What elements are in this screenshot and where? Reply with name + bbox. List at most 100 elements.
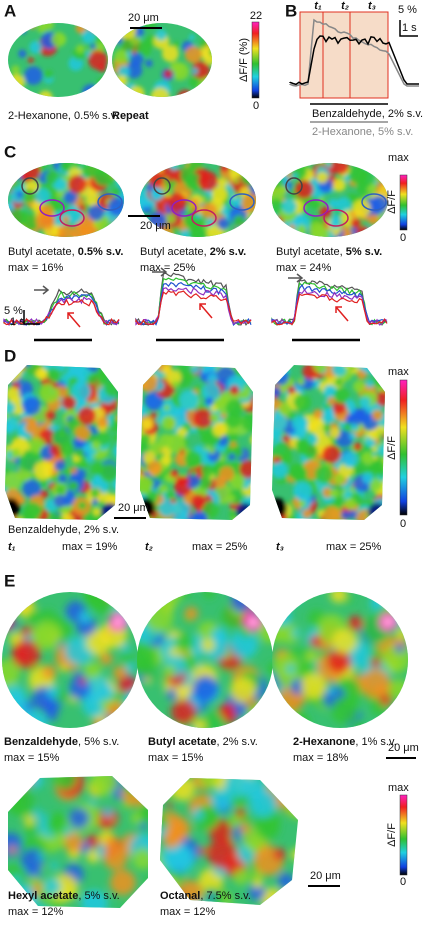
arrow — [335, 306, 349, 322]
trace — [271, 283, 388, 325]
heatmaps — [2, 23, 408, 908]
panel-label: D — [4, 346, 16, 365]
blob — [137, 719, 146, 728]
blob — [130, 52, 144, 66]
blob — [207, 892, 216, 901]
blob — [110, 817, 117, 825]
blob — [29, 23, 36, 30]
blob — [229, 630, 259, 659]
blob — [8, 202, 15, 212]
caption: Benzaldehyde, 5% s.v. — [4, 736, 119, 748]
blob — [207, 373, 218, 384]
blob — [70, 467, 78, 474]
blob — [10, 65, 21, 75]
blob — [249, 789, 278, 818]
blob — [220, 702, 236, 719]
blob — [368, 478, 383, 493]
blob — [112, 665, 128, 680]
blob — [199, 39, 208, 48]
blob — [249, 434, 253, 446]
blob — [5, 498, 20, 518]
blob — [5, 423, 15, 434]
odor: Octanal — [160, 890, 200, 902]
blob — [302, 509, 312, 519]
blob — [84, 661, 102, 680]
max-label: max = 18% — [293, 752, 349, 764]
stimulus-window — [299, 11, 389, 99]
blob — [71, 163, 83, 168]
blob — [68, 480, 79, 491]
blob — [150, 673, 159, 682]
blob — [279, 592, 301, 607]
scale-label: 20 μm — [140, 220, 171, 232]
colorbar-min: 0 — [253, 100, 259, 112]
blob — [241, 413, 253, 432]
blob — [265, 708, 272, 716]
scale-label: 20 μm — [118, 502, 149, 514]
blob — [327, 396, 336, 405]
roi — [59, 209, 85, 227]
roi — [285, 177, 303, 195]
arrow — [67, 312, 81, 328]
scale-bar — [399, 20, 418, 37]
blob — [2, 659, 21, 685]
blob — [266, 62, 272, 68]
colorbar-title: ΔF/F — [386, 190, 398, 214]
blob — [170, 62, 190, 81]
blob — [54, 460, 66, 472]
blob — [327, 649, 352, 674]
blob — [16, 190, 24, 198]
blob — [29, 615, 38, 624]
blob — [170, 778, 195, 802]
concentration: , 7.5% s.v. — [200, 890, 251, 902]
blob — [314, 465, 334, 484]
blob — [93, 166, 114, 186]
blob — [215, 627, 226, 638]
blob — [252, 877, 263, 889]
blob — [280, 783, 287, 790]
blob — [122, 644, 131, 653]
odor: Benzaldehyde — [4, 736, 78, 748]
blob — [360, 668, 391, 699]
blob — [137, 707, 150, 721]
blob — [70, 232, 78, 237]
caption: Butyl acetate, 2% s.v. — [140, 246, 246, 258]
blob — [107, 365, 118, 379]
scale-label: 20 μm — [310, 870, 341, 882]
blob — [180, 229, 192, 237]
blob — [71, 224, 89, 237]
blob — [209, 412, 220, 423]
blob — [39, 383, 60, 404]
blob — [292, 881, 298, 889]
time-label: t₃ — [276, 541, 284, 553]
blob — [288, 224, 296, 231]
blob — [86, 373, 98, 385]
odor: Butyl acetate — [148, 736, 216, 748]
blob — [51, 32, 67, 47]
stimulus-label: 2-Hexanone, 5% s.v. — [312, 126, 413, 138]
blob — [161, 45, 179, 63]
blob — [229, 385, 240, 396]
blob — [79, 610, 92, 624]
heatmap — [8, 163, 124, 237]
blob — [63, 190, 78, 205]
arrow — [199, 303, 213, 319]
blob — [343, 365, 353, 368]
blob — [244, 365, 251, 370]
blob — [18, 452, 38, 472]
blob — [107, 224, 119, 235]
caption: Octanal, 7.5% s.v. — [160, 890, 251, 902]
blob — [270, 597, 273, 606]
blob — [276, 163, 287, 168]
blob — [192, 675, 219, 702]
blob — [235, 808, 246, 818]
blob — [27, 231, 36, 237]
blob — [77, 365, 85, 372]
blob — [142, 451, 156, 464]
blob — [332, 628, 358, 654]
blob — [366, 724, 375, 728]
blob — [329, 488, 340, 498]
blob — [11, 781, 25, 795]
blob — [143, 677, 151, 685]
blob — [111, 415, 118, 429]
